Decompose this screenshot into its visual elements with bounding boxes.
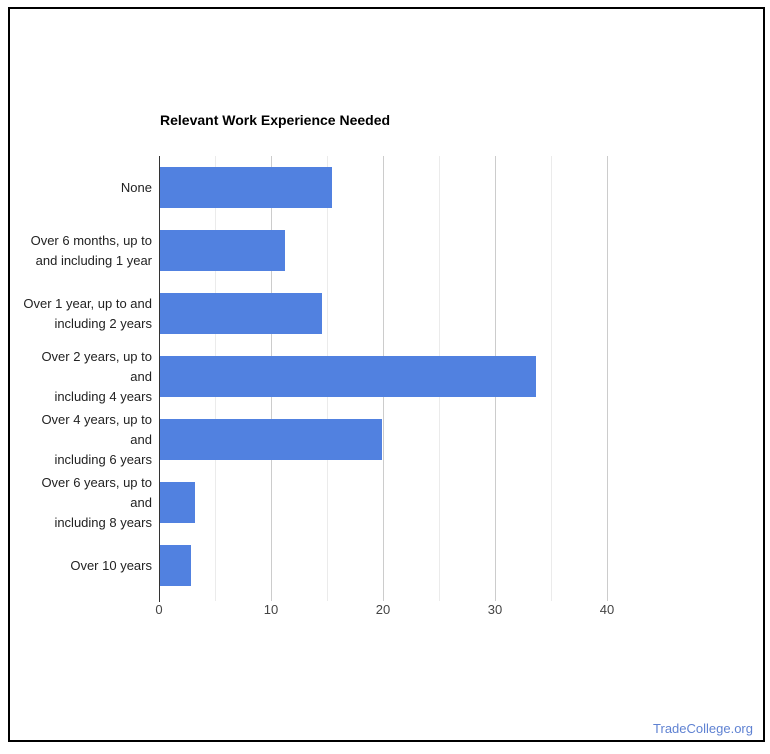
category-label-2: Over 6 months, up to and including 1 yea… — [30, 232, 152, 268]
category-axis-labels: None Over 6 months, up to and including 1… — [18, 156, 152, 597]
x-tick-label-10: 10 — [263, 602, 279, 617]
watermark-tradecollege: TradeCollege.org — [653, 721, 753, 736]
axis-tick — [271, 597, 272, 601]
axis-tick — [327, 597, 328, 601]
major-gridline — [607, 156, 608, 597]
category-label-4: Over 2 years, up to and including 4 year… — [41, 348, 152, 404]
bar-1 — [160, 167, 333, 208]
axis-tick — [215, 597, 216, 601]
bar-6 — [160, 482, 195, 523]
x-tick-label-30: 30 — [487, 602, 503, 617]
bar-2 — [160, 230, 286, 271]
chart-title: Relevant Work Experience Needed — [160, 112, 391, 128]
plot-area — [159, 156, 663, 601]
minor-gridline — [551, 156, 552, 597]
x-tick-label-20: 20 — [375, 602, 391, 617]
category-label-7: Over 10 years — [70, 557, 152, 573]
axis-tick — [495, 597, 496, 601]
x-axis-tick-labels: 0 10 20 30 40 — [155, 602, 663, 618]
axis-tick — [439, 597, 440, 601]
x-tick-label-0: 0 — [155, 602, 163, 617]
category-label-1: None — [120, 179, 152, 195]
axis-tick — [551, 597, 552, 601]
bar-3 — [160, 293, 323, 334]
y-axis-baseline — [159, 156, 160, 602]
category-label-3: Over 1 year, up to and including 2 years — [23, 295, 152, 331]
x-tick-label-40: 40 — [599, 602, 615, 617]
bar-4 — [160, 356, 537, 397]
category-label-6: Over 6 years, up to and including 8 year… — [41, 474, 152, 530]
category-label-5: Over 4 years, up to and including 6 year… — [41, 411, 152, 467]
bar-5 — [160, 419, 382, 460]
bar-7 — [160, 545, 192, 586]
axis-tick — [383, 597, 384, 601]
axis-tick — [607, 597, 608, 601]
